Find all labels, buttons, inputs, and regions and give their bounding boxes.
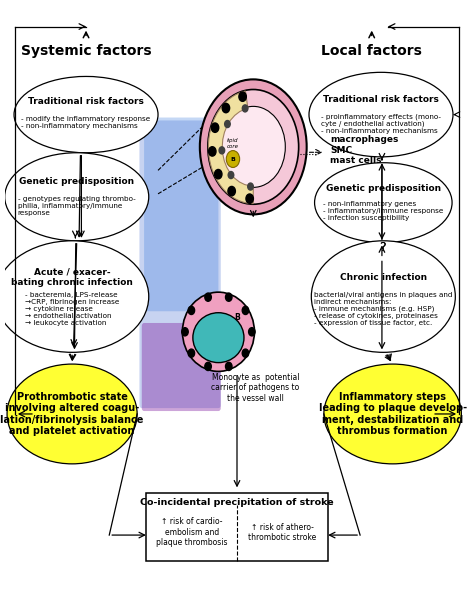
Ellipse shape <box>309 72 453 157</box>
Text: Genetic predisposition: Genetic predisposition <box>19 177 134 186</box>
Text: Co-incidental precipitation of stroke: Co-incidental precipitation of stroke <box>140 498 334 507</box>
Ellipse shape <box>324 364 461 464</box>
Ellipse shape <box>7 364 137 464</box>
Text: - non-inflammatory genes
- inflammatory/immune response
- infection susceptibili: - non-inflammatory genes - inflammatory/… <box>323 201 444 222</box>
Ellipse shape <box>311 241 456 352</box>
FancyBboxPatch shape <box>144 117 219 311</box>
Text: - genotypes regulating thrombo-
philia, inflammatory/immune
response: - genotypes regulating thrombo- philia, … <box>18 196 136 216</box>
Wedge shape <box>209 91 253 204</box>
Circle shape <box>209 147 216 156</box>
Circle shape <box>242 349 249 357</box>
Text: lipid
core: lipid core <box>227 138 239 149</box>
Text: - modify the inflammatory response
- non-inflammatory mechanisms: - modify the inflammatory response - non… <box>21 116 151 129</box>
Text: macrophages
SMC
mast cells: macrophages SMC mast cells <box>330 135 398 165</box>
Ellipse shape <box>182 292 255 371</box>
Ellipse shape <box>5 153 149 241</box>
Ellipse shape <box>193 313 244 362</box>
Text: Systemic factors: Systemic factors <box>21 44 151 58</box>
Text: Monocyte as  potential
carrier of pathogens to
the vessel wall: Monocyte as potential carrier of pathoge… <box>211 373 300 403</box>
Text: Traditional risk factors: Traditional risk factors <box>323 95 439 104</box>
Circle shape <box>205 293 211 301</box>
Bar <box>146 493 328 561</box>
Circle shape <box>211 123 219 132</box>
Circle shape <box>242 306 249 314</box>
Ellipse shape <box>226 150 240 168</box>
Text: Acute / exacer-
bating chronic infection: Acute / exacer- bating chronic infection <box>11 267 133 287</box>
Ellipse shape <box>200 79 307 214</box>
Text: ↑ risk of athero-
thrombotic stroke: ↑ risk of athero- thrombotic stroke <box>248 523 317 542</box>
Circle shape <box>215 170 222 179</box>
Text: Genetic predisposition: Genetic predisposition <box>326 184 441 193</box>
Circle shape <box>246 194 254 203</box>
Text: bacterial/viral antigens in plaques and
indirect mechanisms:
- immune mechanisms: bacterial/viral antigens in plaques and … <box>314 292 453 326</box>
Circle shape <box>188 349 195 357</box>
Ellipse shape <box>0 241 149 352</box>
FancyBboxPatch shape <box>142 323 221 411</box>
Text: ?: ? <box>379 241 385 255</box>
Text: Local factors: Local factors <box>321 44 422 58</box>
Text: ↑ risk of cardio-
embolism and
plaque thrombosis: ↑ risk of cardio- embolism and plaque th… <box>156 518 228 547</box>
Circle shape <box>228 186 236 196</box>
Ellipse shape <box>315 163 452 243</box>
Ellipse shape <box>14 77 158 153</box>
Text: B: B <box>230 156 236 162</box>
Circle shape <box>182 328 188 336</box>
Circle shape <box>219 147 225 154</box>
Circle shape <box>228 171 234 179</box>
Circle shape <box>205 362 211 371</box>
Circle shape <box>226 362 232 371</box>
Circle shape <box>242 105 248 112</box>
FancyBboxPatch shape <box>139 120 221 408</box>
Circle shape <box>248 328 255 336</box>
Circle shape <box>239 92 246 101</box>
Text: Chronic infection: Chronic infection <box>340 273 427 282</box>
Circle shape <box>225 120 230 128</box>
Circle shape <box>222 104 229 113</box>
Text: - proinflammatory effects (mono-
cyte / endothelial activation)
- non-inflammato: - proinflammatory effects (mono- cyte / … <box>321 113 441 134</box>
Text: ?: ? <box>379 241 385 255</box>
Text: Prothrombotic state
involving altered coagu-
lation/fibrinolysis balance
and pla: Prothrombotic state involving altered co… <box>0 392 144 436</box>
Ellipse shape <box>208 89 299 204</box>
Text: B: B <box>234 313 240 322</box>
Circle shape <box>188 306 195 314</box>
Text: Traditional risk factors: Traditional risk factors <box>28 96 144 106</box>
Circle shape <box>248 183 253 190</box>
Text: Inflammatory steps
leading to plaque develop-
ment, destabilization and
thrombus: Inflammatory steps leading to plaque dev… <box>319 392 467 436</box>
Ellipse shape <box>221 107 285 187</box>
Circle shape <box>226 293 232 301</box>
Text: - bacteremia, LPS-release
→CRP, fibrinogen increase
→ cytokine release
→ endothe: - bacteremia, LPS-release →CRP, fibrinog… <box>25 292 119 326</box>
